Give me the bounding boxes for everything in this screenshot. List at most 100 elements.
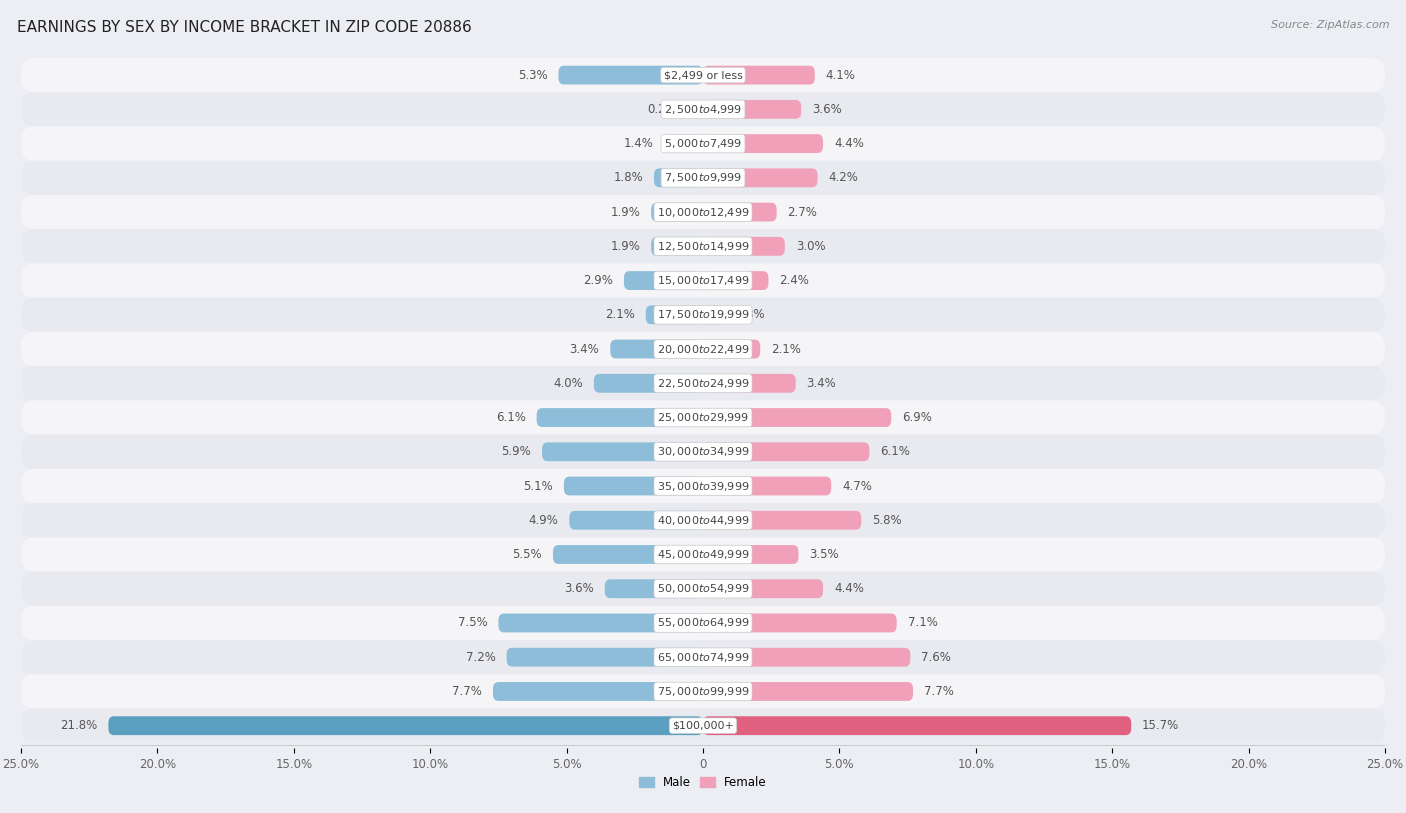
Text: 3.4%: 3.4% [807, 376, 837, 389]
FancyBboxPatch shape [703, 134, 823, 153]
Text: $30,000 to $34,999: $30,000 to $34,999 [657, 446, 749, 459]
Text: 21.8%: 21.8% [60, 720, 97, 733]
FancyBboxPatch shape [494, 682, 703, 701]
Text: 4.4%: 4.4% [834, 137, 863, 150]
FancyBboxPatch shape [703, 545, 799, 564]
Text: 5.1%: 5.1% [523, 480, 553, 493]
Text: 7.2%: 7.2% [465, 650, 496, 663]
Text: 4.2%: 4.2% [828, 172, 858, 185]
FancyBboxPatch shape [21, 161, 1385, 195]
Text: $10,000 to $12,499: $10,000 to $12,499 [657, 206, 749, 219]
Text: 4.1%: 4.1% [825, 68, 856, 81]
Text: 1.8%: 1.8% [613, 172, 643, 185]
Text: Source: ZipAtlas.com: Source: ZipAtlas.com [1271, 20, 1389, 30]
Text: 5.5%: 5.5% [512, 548, 543, 561]
Text: 4.7%: 4.7% [842, 480, 872, 493]
Text: 5.3%: 5.3% [517, 68, 547, 81]
Text: 5.9%: 5.9% [502, 446, 531, 459]
FancyBboxPatch shape [593, 374, 703, 393]
Text: $40,000 to $44,999: $40,000 to $44,999 [657, 514, 749, 527]
FancyBboxPatch shape [506, 648, 703, 667]
FancyBboxPatch shape [703, 202, 776, 221]
FancyBboxPatch shape [651, 202, 703, 221]
Text: $7,500 to $9,999: $7,500 to $9,999 [664, 172, 742, 185]
FancyBboxPatch shape [21, 674, 1385, 709]
FancyBboxPatch shape [605, 580, 703, 598]
Text: 2.9%: 2.9% [583, 274, 613, 287]
FancyBboxPatch shape [499, 614, 703, 633]
Text: 6.1%: 6.1% [880, 446, 910, 459]
Legend: Male, Female: Male, Female [634, 772, 772, 794]
FancyBboxPatch shape [703, 66, 815, 85]
FancyBboxPatch shape [665, 134, 703, 153]
Text: 7.5%: 7.5% [458, 616, 488, 629]
Text: $2,499 or less: $2,499 or less [664, 70, 742, 80]
Text: $25,000 to $29,999: $25,000 to $29,999 [657, 411, 749, 424]
Text: 7.7%: 7.7% [924, 685, 953, 698]
FancyBboxPatch shape [703, 237, 785, 256]
FancyBboxPatch shape [21, 298, 1385, 332]
FancyBboxPatch shape [703, 716, 1132, 735]
Text: 4.4%: 4.4% [834, 582, 863, 595]
FancyBboxPatch shape [553, 545, 703, 564]
Text: $15,000 to $17,499: $15,000 to $17,499 [657, 274, 749, 287]
Text: 7.1%: 7.1% [908, 616, 938, 629]
FancyBboxPatch shape [21, 58, 1385, 92]
Text: $45,000 to $49,999: $45,000 to $49,999 [657, 548, 749, 561]
FancyBboxPatch shape [564, 476, 703, 495]
FancyBboxPatch shape [21, 640, 1385, 674]
Text: $22,500 to $24,999: $22,500 to $24,999 [657, 376, 749, 389]
FancyBboxPatch shape [703, 100, 801, 119]
FancyBboxPatch shape [21, 263, 1385, 298]
FancyBboxPatch shape [21, 572, 1385, 606]
FancyBboxPatch shape [21, 435, 1385, 469]
Text: 3.6%: 3.6% [564, 582, 593, 595]
Text: 1.9%: 1.9% [610, 240, 640, 253]
Text: 3.5%: 3.5% [810, 548, 839, 561]
Text: 2.1%: 2.1% [772, 342, 801, 355]
Text: 6.1%: 6.1% [496, 411, 526, 424]
FancyBboxPatch shape [543, 442, 703, 461]
FancyBboxPatch shape [703, 306, 725, 324]
Text: 15.7%: 15.7% [1142, 720, 1180, 733]
FancyBboxPatch shape [21, 606, 1385, 640]
FancyBboxPatch shape [703, 272, 769, 290]
Text: $75,000 to $99,999: $75,000 to $99,999 [657, 685, 749, 698]
Text: $2,500 to $4,999: $2,500 to $4,999 [664, 102, 742, 115]
FancyBboxPatch shape [21, 332, 1385, 366]
Text: 3.0%: 3.0% [796, 240, 825, 253]
FancyBboxPatch shape [703, 374, 796, 393]
Text: $65,000 to $74,999: $65,000 to $74,999 [657, 650, 749, 663]
FancyBboxPatch shape [651, 237, 703, 256]
FancyBboxPatch shape [624, 272, 703, 290]
FancyBboxPatch shape [537, 408, 703, 427]
Text: $55,000 to $64,999: $55,000 to $64,999 [657, 616, 749, 629]
Text: 4.9%: 4.9% [529, 514, 558, 527]
FancyBboxPatch shape [645, 306, 703, 324]
FancyBboxPatch shape [703, 511, 862, 529]
FancyBboxPatch shape [569, 511, 703, 529]
FancyBboxPatch shape [108, 716, 703, 735]
Text: 2.7%: 2.7% [787, 206, 817, 219]
FancyBboxPatch shape [610, 340, 703, 359]
Text: $17,500 to $19,999: $17,500 to $19,999 [657, 308, 749, 321]
FancyBboxPatch shape [21, 92, 1385, 127]
FancyBboxPatch shape [703, 614, 897, 633]
FancyBboxPatch shape [654, 168, 703, 187]
Text: 1.9%: 1.9% [610, 206, 640, 219]
FancyBboxPatch shape [21, 503, 1385, 537]
FancyBboxPatch shape [21, 709, 1385, 743]
FancyBboxPatch shape [703, 476, 831, 495]
FancyBboxPatch shape [21, 400, 1385, 435]
FancyBboxPatch shape [21, 229, 1385, 263]
FancyBboxPatch shape [558, 66, 703, 85]
Text: $5,000 to $7,499: $5,000 to $7,499 [664, 137, 742, 150]
Text: 2.4%: 2.4% [779, 274, 810, 287]
FancyBboxPatch shape [703, 168, 817, 187]
Text: 7.7%: 7.7% [453, 685, 482, 698]
FancyBboxPatch shape [703, 580, 823, 598]
Text: 2.1%: 2.1% [605, 308, 636, 321]
Text: 0.8%: 0.8% [735, 308, 765, 321]
Text: $50,000 to $54,999: $50,000 to $54,999 [657, 582, 749, 595]
Text: 5.8%: 5.8% [872, 514, 901, 527]
